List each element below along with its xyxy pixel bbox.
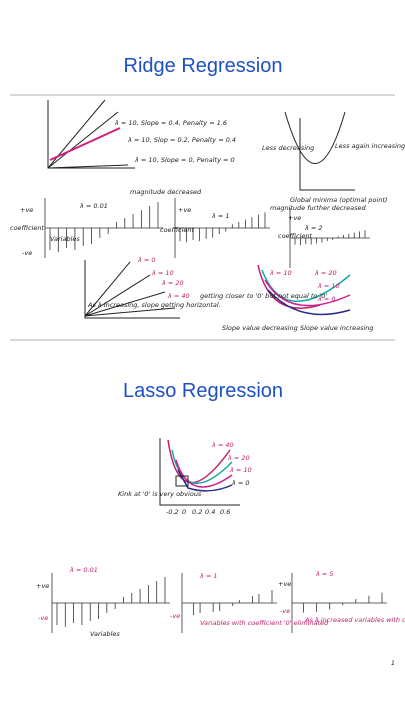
note: λ = 2 (304, 224, 323, 232)
page-number: 1 (391, 659, 395, 667)
note: Slope value decreasing (222, 324, 298, 332)
note: -ve (170, 612, 180, 620)
note: λ = 40 (211, 441, 234, 449)
note: λ = 20 (227, 454, 250, 462)
curve (267, 289, 351, 316)
note: 0.6 (220, 508, 230, 516)
note: Global minima (optimal point) (290, 196, 388, 204)
note: λ = 0 (317, 295, 336, 303)
note: λ = 0 (231, 479, 250, 487)
curve (257, 264, 321, 309)
note: λ = 10, Slop = 0.2, Penalty = 0.4 (127, 136, 236, 144)
note: coefficient (10, 224, 45, 232)
sketch (47, 99, 135, 169)
note: As λ increased variables with coefficien… (304, 616, 405, 624)
note: Variables (50, 235, 80, 243)
note: magnitude further decreased (270, 204, 366, 212)
note: 0.4 (205, 508, 215, 516)
note: λ = 0 (137, 256, 156, 264)
curve (171, 449, 233, 485)
curve (261, 269, 351, 302)
note: λ = 10 (317, 282, 340, 290)
note: coefficient (278, 232, 313, 240)
note: λ = 10 (269, 269, 292, 277)
note: -ve (38, 614, 48, 622)
note: Kink at '0' is very obvious (118, 490, 202, 498)
note: Slope value increasing (300, 324, 374, 332)
note: coefficient (160, 226, 195, 234)
note: +ve (36, 582, 49, 590)
note: Variables (90, 630, 120, 638)
sketch (159, 438, 240, 506)
curve (264, 279, 351, 307)
sketch (284, 111, 355, 191)
note: -0.2 (166, 508, 179, 516)
ridge-notes: λ = 10, Slope = 0.4, Penalty = 1.6 λ = 1… (10, 94, 405, 341)
note: -ve (280, 607, 290, 615)
curve (177, 469, 233, 492)
note: λ = 20 (161, 279, 184, 287)
note: 0 (182, 508, 186, 516)
note: λ = 10, Slope = 0.4, Penalty = 1.6 (114, 119, 227, 127)
lasso-notes: λ = 40 λ = 20 λ = 10 λ = 0 Kink at '0' i… (36, 438, 405, 638)
note: λ = 40 (167, 292, 190, 300)
note: Variables with coefficient '0' eliminate… (200, 619, 329, 627)
note: +ve (278, 580, 291, 588)
note: λ = 10, Slope = 0, Penalty = 0 (134, 156, 235, 164)
note: λ = 20 (314, 269, 337, 277)
note: λ = 0.01 (79, 202, 108, 210)
note: +ve (178, 206, 191, 214)
ridge-title: Ridge Regression (124, 55, 283, 77)
note: λ = 1 (211, 212, 230, 220)
note: getting closer to '0' but not equal to '… (200, 292, 327, 300)
curve (175, 459, 233, 488)
note: +ve (288, 214, 301, 222)
note: Less decreasing (262, 144, 314, 152)
note: λ = 1 (199, 572, 218, 580)
spikes (51, 573, 387, 633)
note: λ = 5 (315, 570, 334, 578)
note: As λ increasing, slope getting horizonta… (87, 301, 221, 309)
sketch (84, 260, 180, 319)
note: 0.2 (192, 508, 202, 516)
spikes (44, 198, 370, 268)
note: +ve (20, 206, 33, 214)
sketch (49, 127, 121, 161)
note: λ = 10 (151, 269, 174, 277)
note: magnitude decreased (130, 188, 202, 196)
note: Less again increasing (335, 142, 405, 150)
lasso-title: Lasso Regression (123, 380, 283, 402)
sketch (175, 475, 189, 487)
note: -ve (22, 249, 32, 257)
note: λ = 0.01 (69, 566, 98, 574)
note: λ = 10 (229, 466, 252, 474)
